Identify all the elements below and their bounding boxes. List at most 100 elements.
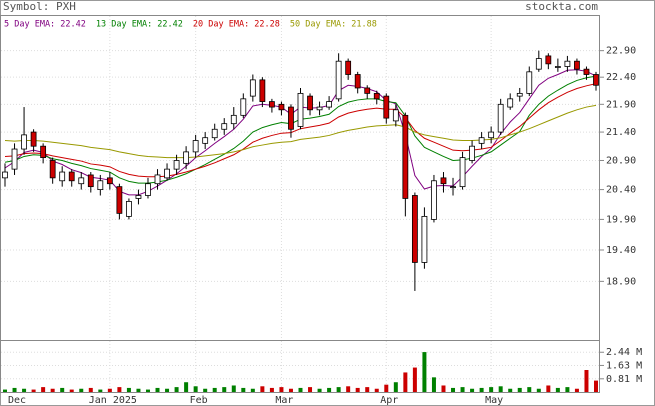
volume-bar: [222, 387, 227, 392]
candle-body: [383, 95, 390, 119]
volume-bar: [88, 387, 93, 392]
candle-body: [364, 87, 371, 94]
volume-bar: [12, 387, 17, 392]
volume-bar: [279, 387, 284, 392]
volume-bar: [384, 384, 389, 392]
volume-bar: [145, 389, 150, 392]
x-tick-label: May: [485, 395, 503, 406]
volume-bar: [517, 387, 522, 392]
volume-bar: [403, 372, 408, 392]
volume-bar: [594, 380, 598, 392]
y-tick-label: 22.90: [606, 46, 636, 57]
candle-body: [488, 131, 495, 139]
volume-bar: [241, 387, 246, 392]
ema-line: [4, 104, 597, 159]
candle-body: [59, 171, 66, 182]
candle-body: [288, 106, 294, 130]
volume-bar: [60, 387, 65, 392]
candle-body: [450, 186, 456, 189]
volume-bar: [555, 387, 560, 392]
candle-body: [354, 74, 361, 89]
y-tick-label: 18.90: [606, 276, 636, 287]
candle-body: [535, 58, 542, 70]
volume-bar: [489, 387, 494, 392]
volume-bar: [346, 386, 351, 392]
volume-bar: [260, 386, 265, 392]
candle-body: [326, 101, 332, 108]
volume-bar: [231, 385, 236, 392]
volume-bar: [365, 387, 370, 392]
candle-body: [259, 79, 266, 102]
candle-body: [593, 74, 599, 86]
legend-entry: 5 Day EMA: 22.42: [4, 20, 86, 30]
candle-body: [316, 106, 323, 111]
candle-body: [97, 180, 104, 190]
candle-body: [249, 79, 256, 97]
volume-bar: [269, 387, 274, 392]
candle-body: [431, 180, 437, 220]
volume-bar: [470, 388, 475, 392]
x-tick-label: Apr: [380, 395, 398, 406]
volume-panel: [0, 340, 600, 393]
volume-bar: [126, 387, 131, 392]
candle-body: [459, 157, 466, 188]
source-label: stockta.com: [525, 0, 598, 13]
candle-body: [183, 151, 190, 164]
volume-bar: [479, 387, 484, 392]
candle-body: [564, 60, 571, 67]
candle-body: [40, 145, 47, 159]
volume-bar: [22, 388, 27, 392]
volume-bar: [508, 388, 513, 392]
candle-body: [11, 148, 18, 170]
candle-body: [68, 171, 75, 182]
volume-bar: [250, 388, 255, 392]
volume-bar: [107, 388, 112, 392]
volume-bar: [527, 387, 532, 392]
candle-body: [164, 168, 170, 179]
candle-body: [126, 201, 132, 217]
volume-tick-label: 2.44 M: [606, 347, 642, 358]
volume-bar: [31, 389, 36, 392]
volume-bar: [165, 388, 170, 392]
candle-body: [345, 60, 352, 75]
volume-tick-label: 0.81 M: [606, 374, 642, 385]
candle-body: [307, 95, 313, 111]
volume-bar: [41, 387, 46, 392]
candle-body: [574, 60, 580, 70]
volume-bar: [203, 388, 208, 392]
volume-bar: [393, 382, 398, 392]
volume-bar: [308, 387, 313, 392]
candle-body: [335, 60, 342, 100]
legend-entry: 13 Day EMA: 22.42: [96, 20, 183, 30]
candle-body: [211, 128, 218, 139]
y-tick-label: 20.40: [606, 185, 636, 196]
candle-body: [554, 66, 561, 68]
volume-bar: [451, 387, 456, 392]
volume-bar: [98, 389, 103, 392]
volume-bar: [536, 388, 541, 392]
candle-body: [583, 68, 590, 75]
candle-body: [269, 101, 275, 108]
x-tick-label: Mar: [275, 395, 293, 406]
candle-body: [221, 123, 228, 130]
volume-bar: [174, 387, 179, 392]
x-tick-label: Dec: [8, 395, 26, 406]
volume-bar: [431, 377, 436, 392]
candle-body: [497, 103, 504, 133]
y-tick-label: 20.90: [606, 155, 636, 166]
candle-body: [30, 131, 37, 147]
volume-bar: [155, 387, 160, 392]
volume-bar: [327, 387, 332, 392]
candle-body: [297, 92, 304, 127]
candle-body: [507, 98, 514, 108]
candle-body: [154, 174, 161, 185]
candle-body: [478, 137, 485, 144]
candle-body: [516, 92, 523, 97]
volume-bar: [298, 387, 303, 392]
volume-bar: [136, 388, 141, 392]
candle-body: [411, 195, 418, 263]
volume-bar: [69, 389, 74, 392]
volume-bar: [288, 388, 293, 392]
